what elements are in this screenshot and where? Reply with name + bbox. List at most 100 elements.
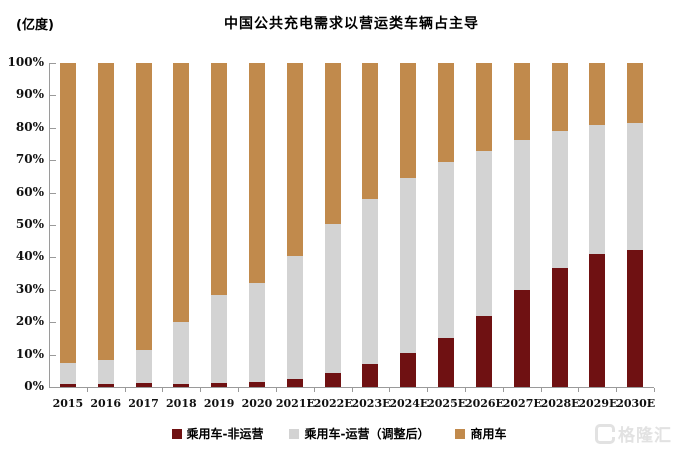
bar-segment-series-2 (59, 63, 76, 363)
chart-title: 中国公共充电需求以营运类车辆占主导 (224, 16, 479, 32)
legend-swatch-tan (455, 428, 466, 439)
legend-label: 乘用车-非运营 (186, 427, 264, 441)
bar-segment-series-1 (513, 140, 530, 291)
bar-segment-series-2 (286, 63, 303, 256)
legend-item-passenger-operating: 乘用车-运营（调整后） (289, 425, 429, 442)
legend-label: 乘用车-运营（调整后） (304, 427, 430, 441)
y-axis-tick-label: 40% (15, 249, 44, 264)
x-axis-tick (351, 388, 353, 392)
stacked-bar-2018 (173, 63, 190, 387)
bar-segment-series-0 (324, 373, 341, 387)
x-axis-category-label: 2021E (275, 397, 315, 410)
bar-segment-series-0 (627, 249, 644, 387)
x-axis-tick (124, 388, 126, 392)
x-axis-category-label: 2025E (427, 397, 467, 410)
bar-segment-series-0 (362, 364, 379, 387)
bar-segment-series-0 (173, 383, 190, 387)
bar-segment-series-1 (249, 283, 265, 383)
x-axis-tick (578, 388, 580, 392)
stacked-bar-2022E (324, 63, 341, 387)
stacked-bar-2028E (551, 63, 568, 387)
bar-segment-series-1 (362, 199, 379, 365)
bar-segment-series-2 (627, 63, 644, 123)
stacked-bar-2030E (627, 63, 644, 387)
watermark-text: 格隆汇 (618, 426, 672, 446)
x-axis-tick (275, 388, 277, 392)
y-axis-unit-label: (亿度) (16, 18, 54, 33)
bar-segment-series-0 (286, 379, 303, 387)
bar-segment-series-2 (324, 63, 341, 224)
legend: 乘用车-非运营 乘用车-运营（调整后） 商用车 (0, 425, 678, 442)
bar-segment-series-0 (249, 382, 265, 387)
x-axis-tick (502, 388, 504, 392)
y-axis-tick (50, 63, 56, 64)
x-axis-category-label: 2030E (616, 397, 656, 410)
bar-segment-series-1 (475, 150, 492, 316)
y-axis-tick-label: 50% (15, 217, 44, 231)
bar-segment-series-0 (400, 353, 417, 387)
bar-segment-series-2 (362, 63, 379, 200)
x-axis-category-label: 2027E (502, 397, 542, 410)
bar-segment-series-0 (438, 338, 454, 387)
x-axis-tick (200, 388, 202, 392)
y-axis-tick (50, 127, 56, 129)
x-axis-category-label: 2024E (389, 397, 429, 410)
y-axis-tick (50, 225, 56, 226)
y-axis-tick-label: 20% (15, 314, 44, 329)
bar-segment-series-0 (59, 384, 76, 387)
y-axis-tick-label: 30% (15, 281, 44, 296)
bar-segment-series-0 (589, 254, 606, 387)
x-axis-tick (654, 388, 655, 392)
stacked-bar-2027E (513, 63, 530, 387)
y-axis-tick-label: 80% (15, 119, 44, 134)
y-axis-tick (50, 354, 56, 356)
bar-segment-series-2 (589, 63, 606, 125)
y-axis-tick (50, 322, 56, 324)
bar-segment-series-1 (211, 294, 228, 384)
stacked-bar-2017 (135, 63, 152, 387)
x-axis-tick (464, 388, 466, 392)
bar-segment-series-1 (324, 223, 341, 374)
stacked-bar-2026E (475, 63, 492, 387)
bar-segment-series-1 (135, 350, 152, 384)
bar-segment-series-0 (135, 383, 152, 387)
bar-segment-series-2 (400, 63, 417, 179)
x-axis-tick (238, 388, 240, 392)
bar-segment-series-1 (551, 131, 568, 268)
bar-segment-series-1 (589, 124, 606, 255)
bar-segment-series-0 (551, 267, 568, 387)
y-axis-line (49, 63, 50, 388)
bar-segment-series-0 (211, 383, 228, 387)
x-axis-tick (616, 388, 618, 392)
bar-segment-series-1 (438, 161, 454, 339)
bar-segment-series-2 (135, 63, 152, 351)
stacked-bar-2025E (438, 63, 454, 387)
bar-segment-series-1 (173, 322, 190, 384)
bar-segment-series-0 (97, 384, 114, 387)
bar-segment-series-0 (475, 315, 492, 387)
x-axis-category-label: 2016 (90, 397, 122, 410)
x-axis-category-label: 2017 (128, 397, 159, 410)
y-axis-tick-label: 0% (24, 379, 44, 393)
x-axis-tick (540, 388, 542, 392)
x-axis-category-label: 2028E (540, 397, 580, 410)
x-axis-tick (313, 388, 315, 392)
x-axis-category-label: 2026E (464, 397, 504, 410)
bar-segment-series-1 (627, 122, 644, 250)
bar-segment-series-2 (249, 63, 265, 284)
stacked-bar-2023E (362, 63, 379, 387)
x-axis-tick (389, 388, 391, 392)
y-axis-tick-label: 100% (7, 55, 44, 69)
bar-segment-series-1 (97, 360, 114, 385)
y-axis-tick-label: 90% (15, 87, 44, 102)
y-axis-tick-label: 10% (15, 346, 44, 361)
legend-label: 商用车 (470, 427, 507, 441)
legend-item-commercial: 商用车 (455, 425, 506, 442)
x-axis-category-label: 2023E (351, 397, 391, 410)
bar-segment-series-1 (400, 178, 417, 353)
legend-item-passenger-non-operating: 乘用车-非运营 (171, 425, 264, 442)
x-axis-category-label: 2020 (241, 397, 273, 410)
bar-segment-series-2 (475, 63, 492, 151)
bar-segment-series-2 (513, 63, 530, 141)
